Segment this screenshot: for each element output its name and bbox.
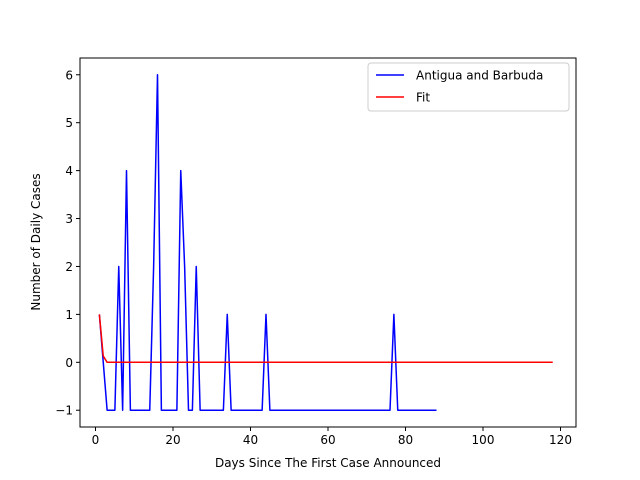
y-tick-label: 3 [65, 212, 73, 226]
legend-label-fit: Fit [416, 91, 430, 105]
y-tick-label: 4 [65, 164, 73, 178]
legend-label-antigua: Antigua and Barbuda [416, 69, 543, 83]
x-tick-label: 40 [243, 433, 258, 447]
y-axis-ticks: −1 0 1 2 3 4 5 6 [55, 68, 80, 418]
x-tick-label: 0 [92, 433, 100, 447]
legend: Antigua and Barbuda Fit [367, 62, 570, 112]
y-axis-label: Number of Daily Cases [29, 173, 43, 310]
x-tick-label: 80 [398, 433, 413, 447]
legend-box [367, 62, 570, 112]
x-tick-label: 60 [320, 433, 335, 447]
plot-area [80, 58, 576, 427]
y-tick-label: 2 [65, 260, 73, 274]
x-axis-label: Days Since The First Case Announced [215, 456, 441, 470]
x-axis-ticks: 0 20 40 60 80 100 120 [92, 427, 572, 447]
y-tick-label: 6 [65, 68, 73, 82]
series-layer [98, 74, 553, 411]
y-tick-label: 1 [65, 308, 73, 322]
series-line-fit [98, 314, 553, 364]
x-tick-label: 120 [549, 433, 572, 447]
y-tick-label: −1 [55, 404, 73, 418]
x-tick-label: 20 [165, 433, 180, 447]
y-tick-label: 5 [65, 116, 73, 130]
y-tick-label: 0 [65, 356, 73, 370]
x-tick-label: 100 [472, 433, 495, 447]
